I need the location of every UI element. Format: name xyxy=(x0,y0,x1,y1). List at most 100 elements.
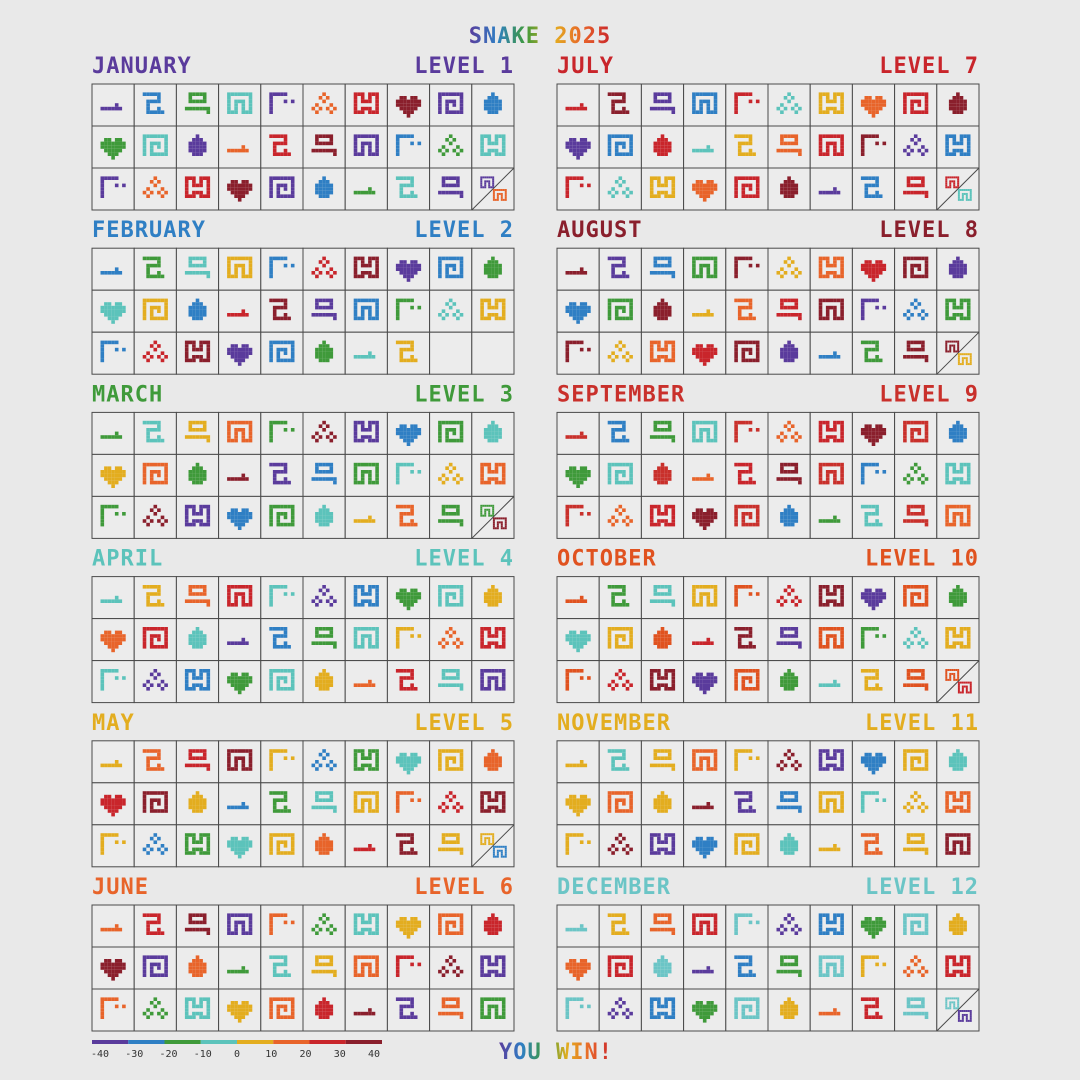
stitch xyxy=(188,106,193,111)
stitch xyxy=(622,141,626,146)
stitch xyxy=(149,480,154,485)
stitch xyxy=(448,183,453,188)
stitch xyxy=(318,844,323,848)
stitch xyxy=(114,271,119,275)
stitch xyxy=(272,148,277,153)
stitch xyxy=(833,134,837,138)
stitch xyxy=(498,192,501,195)
stitch xyxy=(956,96,960,100)
day-cell xyxy=(218,782,262,826)
stitch xyxy=(283,420,288,425)
stitch xyxy=(280,1015,284,1019)
stitch xyxy=(833,187,837,191)
stitch xyxy=(322,428,326,432)
stitch xyxy=(924,271,929,275)
stitch xyxy=(315,641,319,645)
stitch xyxy=(100,847,105,852)
stitch xyxy=(607,316,612,321)
stitch xyxy=(491,313,495,317)
stitch xyxy=(184,504,189,509)
stitch xyxy=(959,96,964,100)
stitch xyxy=(114,959,119,963)
stitch xyxy=(667,99,672,104)
stitch xyxy=(622,256,626,261)
stitch xyxy=(441,316,446,321)
stitch xyxy=(487,809,492,813)
stitch xyxy=(269,504,273,509)
stitch xyxy=(283,641,288,645)
stitch xyxy=(329,351,334,355)
stitch xyxy=(199,927,203,932)
day-cell xyxy=(851,125,896,169)
month-level: LEVEL 4 xyxy=(414,547,514,572)
stitch xyxy=(353,316,358,321)
stitch xyxy=(276,194,281,198)
stitch xyxy=(501,683,506,687)
stitch xyxy=(111,966,115,970)
stitch xyxy=(395,302,400,306)
stitch xyxy=(741,298,746,303)
stitch xyxy=(491,592,495,596)
stitch xyxy=(280,420,284,425)
stitch xyxy=(371,462,376,467)
stitch xyxy=(713,96,718,100)
stitch xyxy=(227,263,231,268)
stitch xyxy=(375,760,379,764)
stitch xyxy=(364,627,369,631)
stitch xyxy=(375,435,379,439)
stitch xyxy=(315,431,319,436)
stitch xyxy=(375,438,379,443)
stitch xyxy=(403,592,407,596)
stitch xyxy=(195,645,200,649)
stitch xyxy=(248,592,253,596)
stitch xyxy=(734,103,738,107)
stitch xyxy=(653,148,658,153)
stitch xyxy=(484,508,487,511)
stitch xyxy=(671,183,676,188)
stitch xyxy=(283,679,288,684)
stitch xyxy=(234,420,238,425)
stitch xyxy=(501,305,506,310)
stitch xyxy=(487,798,492,802)
stitch xyxy=(395,148,400,153)
stitch xyxy=(787,183,791,188)
stitch xyxy=(237,969,242,974)
stitch xyxy=(269,274,273,279)
stitch xyxy=(487,305,492,310)
stitch xyxy=(357,749,361,753)
stitch xyxy=(569,309,573,313)
stitch xyxy=(699,92,703,96)
stitch xyxy=(410,428,414,432)
stitch xyxy=(329,267,334,271)
stitch xyxy=(406,924,411,928)
stitch xyxy=(953,182,956,185)
stitch xyxy=(100,504,105,509)
stitch xyxy=(142,791,147,795)
stitch xyxy=(410,847,414,852)
stitch xyxy=(195,749,200,753)
stitch xyxy=(227,767,231,771)
stitch xyxy=(192,194,196,198)
stitch xyxy=(153,183,158,188)
stitch xyxy=(494,470,499,474)
stitch xyxy=(579,271,584,275)
stitch xyxy=(227,271,231,275)
day-cell xyxy=(471,988,515,1032)
stitch xyxy=(702,190,707,195)
day-cell xyxy=(302,247,346,291)
stitch xyxy=(410,1011,414,1016)
stitch xyxy=(501,473,506,478)
stitch xyxy=(360,256,365,261)
stitch xyxy=(360,962,365,967)
stitch xyxy=(149,802,154,806)
stitch xyxy=(486,504,489,507)
stitch xyxy=(491,438,495,443)
stitch xyxy=(111,997,115,1001)
stitch xyxy=(206,347,211,352)
stitch xyxy=(206,844,211,848)
stitch xyxy=(966,302,971,306)
stitch xyxy=(237,263,242,268)
stitch xyxy=(487,645,492,649)
stitch xyxy=(227,840,231,844)
stitch xyxy=(502,517,505,520)
